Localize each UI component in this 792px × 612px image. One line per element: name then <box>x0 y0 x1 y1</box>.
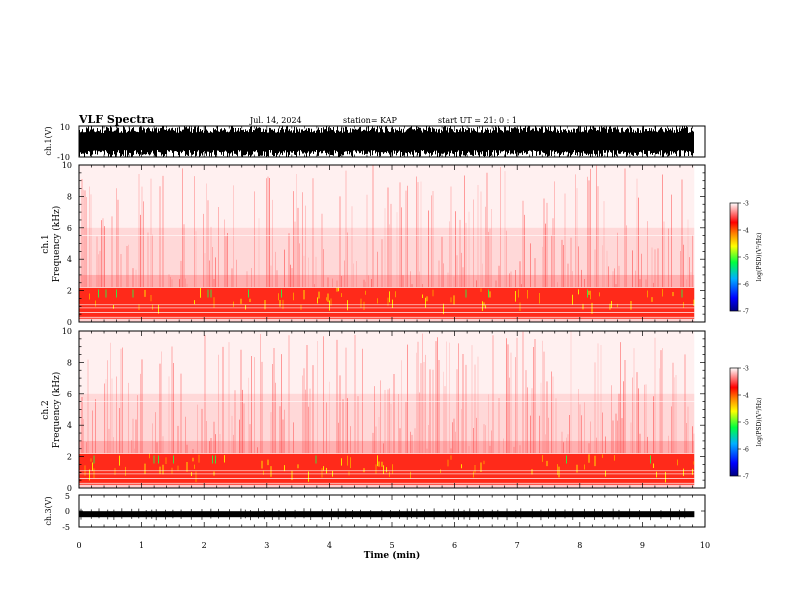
ch2-freq-ticks: 0 2 4 6 8 10 <box>62 327 705 493</box>
ch1-spectrogram-panel: 0 2 4 6 8 10 ch.1 Frequency (kHz) -3 -4 -5 -6 -7 … <box>41 161 763 327</box>
ch1-colorbar-ticks: -3 -4 -5 -6 -7 <box>738 201 749 316</box>
colorbar-tick-label: -4 <box>743 393 749 400</box>
spectrogram-midband <box>79 393 695 441</box>
time-tick-label: 1 <box>139 541 144 550</box>
ch1-wave-ytick-top: 10 <box>60 123 70 132</box>
ch1-spectrogram <box>79 165 705 322</box>
ch2-colorbar: -3 -4 -5 -6 -7 log(PSD)(V²/Hz) <box>729 366 763 481</box>
freq-tick-label: 6 <box>67 390 72 399</box>
time-tick-label: 0 <box>76 541 81 550</box>
colorbar-tick-label: -5 <box>743 420 749 427</box>
time-ticks <box>78 126 706 527</box>
colorbar-tick-label: -7 <box>743 309 749 316</box>
ch2-spectrogram <box>79 331 705 488</box>
colorbar-tick-label: -6 <box>743 447 749 454</box>
colorbar-tick-label: -4 <box>743 228 749 235</box>
ch1-colorbar: -3 -4 -5 -6 -7 log(PSD)(V²/Hz) <box>729 201 763 316</box>
freq-tick-label: 10 <box>62 161 72 170</box>
ch3-ylabel: ch.3(V) <box>44 496 53 525</box>
spectrogram-midband <box>79 227 695 275</box>
spectrogram-no-data <box>694 331 705 488</box>
spectrogram-no-data <box>694 165 705 322</box>
freq-tick-label: 8 <box>67 192 72 201</box>
ch2-spectrogram-panel: 0 2 4 6 8 10 ch.2 Frequency (kHz) -3 -4 -5 -6 -7 … <box>41 327 763 493</box>
freq-tick-label: 2 <box>67 453 72 462</box>
ch3-waveform-panel: 5 0 -5 ch.3(V) <box>44 492 706 532</box>
date-label: Jul. 14, 2024 <box>249 116 302 125</box>
spectrogram-intense-band <box>79 287 695 319</box>
start-time-label: start UT = 21: 0 : 1 <box>438 116 517 125</box>
time-tick-label: 8 <box>577 541 582 550</box>
freq-tick-label: 0 <box>67 484 72 493</box>
time-tick-label: 7 <box>515 541 520 550</box>
colorbar-tick-label: -3 <box>743 366 749 373</box>
freq-tick-label: 8 <box>67 358 72 367</box>
ch2-colorbar-ticks: -3 -4 -5 -6 -7 <box>738 366 749 481</box>
time-tick-label: 3 <box>264 541 269 550</box>
ch1-spec-ylabel-1: ch.1 <box>41 234 51 253</box>
time-tick-label: 2 <box>202 541 207 550</box>
colorbar-tick-label: -6 <box>743 282 749 289</box>
freq-tick-label: 0 <box>67 318 72 327</box>
freq-tick-label: 4 <box>67 255 72 264</box>
spectrogram-bottom <box>79 484 695 488</box>
freq-tick-label: 4 <box>67 421 72 430</box>
ch1-spec-ylabel-2: Frequency (kHz) <box>51 206 62 283</box>
figure-title: VLF Spectra <box>78 113 154 126</box>
freq-tick-label: 2 <box>67 287 72 296</box>
spectrogram-bottom <box>79 318 695 322</box>
ch2-spec-ylabel-1: ch.2 <box>41 400 51 419</box>
time-tick-label: 9 <box>640 541 645 550</box>
spectrogram-lowband <box>79 274 695 288</box>
ch3-ytick-top: 5 <box>65 492 70 501</box>
time-tick-label: 6 <box>452 541 457 550</box>
ch1-waveform-panel: 10 -10 ch.1(V) <box>44 123 706 162</box>
ch2-spec-ylabel-2: Frequency (kHz) <box>51 372 62 449</box>
colorbar-tick-label: -3 <box>743 201 749 208</box>
ch3-trace <box>79 511 695 518</box>
time-tick-label: 4 <box>327 541 332 550</box>
colorbar-tick-label: -7 <box>743 474 749 481</box>
ch1-colorbar-label: log(PSD)(V²/Hz) <box>756 233 763 282</box>
time-tick-label: 10 <box>700 541 710 550</box>
ch1-waveform <box>79 126 694 157</box>
ch1-freq-ticks: 0 2 4 6 8 10 <box>62 161 705 327</box>
ch1-wave-ytick-bottom: -10 <box>57 153 70 162</box>
ch3-ytick-mid: 0 <box>65 507 70 516</box>
time-tick-label: 5 <box>389 541 394 550</box>
time-tick-labels: 0 1 2 3 4 5 6 7 8 9 10 <box>76 541 710 550</box>
freq-tick-label: 10 <box>62 327 72 336</box>
spectrogram-lowband <box>79 440 695 454</box>
x-axis-label: Time (min) <box>364 550 421 561</box>
freq-tick-label: 6 <box>67 224 72 233</box>
ch3-ytick-bottom: -5 <box>62 523 70 532</box>
station-label: station= KAP <box>343 116 398 125</box>
ch1-wave-ylabel: ch.1(V) <box>44 126 53 155</box>
ch2-colorbar-label: log(PSD)(V²/Hz) <box>756 398 763 447</box>
colorbar-tick-label: -5 <box>743 255 749 262</box>
